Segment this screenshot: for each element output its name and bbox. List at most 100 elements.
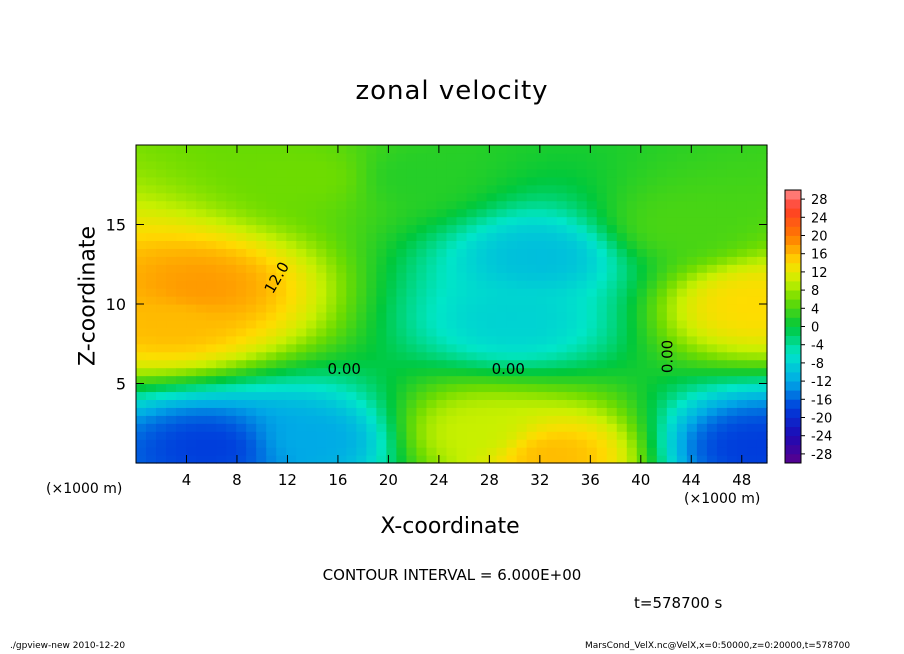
heatmap-cell — [156, 184, 167, 194]
time-label: t=578700 s — [634, 594, 723, 612]
heatmap-cell — [426, 280, 438, 289]
heatmap-cell — [526, 439, 538, 448]
heatmap-cell — [456, 407, 468, 416]
heatmap-cell — [426, 232, 438, 241]
heatmap-cell — [406, 200, 418, 210]
heatmap-cell — [196, 152, 207, 162]
heatmap-cell — [236, 176, 247, 186]
heatmap-cell — [426, 399, 438, 408]
heatmap-cell — [406, 423, 418, 432]
heatmap-cell — [456, 280, 468, 289]
heatmap-cell — [256, 383, 267, 393]
heatmap-cell — [536, 335, 548, 345]
heatmap-cell — [336, 288, 347, 297]
heatmap-cell — [536, 304, 548, 313]
heatmap-cell — [606, 431, 618, 440]
heatmap-cell — [646, 351, 658, 361]
heatmap-cell — [726, 439, 738, 448]
heatmap-cell — [736, 200, 748, 210]
heatmap-cell — [686, 200, 698, 210]
heatmap-cell — [556, 152, 568, 162]
heatmap-cell — [536, 447, 548, 456]
heatmap-cell — [186, 415, 197, 424]
heatmap-cell — [756, 208, 768, 218]
heatmap-cell — [136, 447, 147, 456]
heatmap-cell — [506, 256, 518, 265]
heatmap-cell — [396, 168, 408, 178]
heatmap-cell — [526, 359, 538, 369]
heatmap-cell — [736, 383, 748, 393]
heatmap-cell — [506, 407, 518, 416]
heatmap-cell — [316, 224, 327, 234]
heatmap-cell — [496, 335, 508, 345]
heatmap-cell — [466, 423, 478, 432]
heatmap-cell — [446, 176, 458, 186]
heatmap-cell — [696, 455, 708, 464]
heatmap-cell — [226, 343, 237, 353]
heatmap-cell — [676, 431, 688, 440]
heatmap-cell — [686, 224, 698, 234]
heatmap-cell — [706, 455, 718, 464]
heatmap-cell — [556, 439, 568, 448]
heatmap-cell — [486, 407, 498, 416]
heatmap-cell — [726, 168, 738, 178]
heatmap-cell — [326, 240, 337, 249]
heatmap-cell — [506, 423, 518, 432]
heatmap-cell — [356, 272, 367, 281]
heatmap-cell — [496, 256, 508, 265]
heatmap-cell — [206, 184, 217, 194]
heatmap-cell — [446, 152, 458, 162]
heatmap-cell — [516, 407, 528, 416]
heatmap-cell — [426, 439, 438, 448]
heatmap-cell — [646, 216, 658, 226]
heatmap-cell — [346, 216, 357, 226]
heatmap-cell — [286, 168, 297, 178]
heatmap-cell — [646, 359, 658, 369]
heatmap-cell — [136, 232, 147, 241]
heatmap-cell — [316, 192, 327, 202]
heatmap-cell — [346, 288, 357, 297]
heatmap-cell — [156, 288, 167, 297]
heatmap-cell — [706, 224, 718, 234]
heatmap-cell — [426, 152, 438, 162]
heatmap-cell — [486, 224, 498, 234]
heatmap-cell — [416, 304, 428, 313]
heatmap-cell — [596, 415, 608, 424]
heatmap-cell — [616, 272, 628, 281]
y-tick-label: 15 — [106, 216, 126, 235]
heatmap-cell — [416, 343, 428, 353]
heatmap-cell — [226, 176, 237, 186]
heatmap-cell — [306, 359, 317, 369]
heatmap-cell — [546, 343, 558, 353]
heatmap-cell — [526, 224, 538, 234]
heatmap-cell — [376, 200, 387, 210]
heatmap-cell — [456, 256, 468, 265]
x-tick-label: 16 — [328, 471, 347, 489]
heatmap-cell — [706, 383, 718, 393]
heatmap-cell — [656, 399, 668, 408]
heatmap-cell — [296, 264, 307, 273]
heatmap-cell — [656, 359, 668, 369]
heatmap-cell — [456, 200, 468, 210]
heatmap-cell — [146, 200, 157, 210]
heatmap-cell — [326, 184, 337, 194]
heatmap-cell — [626, 208, 638, 218]
heatmap-cell — [536, 296, 548, 305]
heatmap-cell — [186, 264, 197, 273]
heatmap-cell — [406, 176, 418, 186]
heatmap-cell — [726, 296, 738, 305]
heatmap-cell — [306, 391, 317, 400]
heatmap-cell — [526, 335, 538, 345]
heatmap-cell — [426, 304, 438, 313]
heatmap-cell — [426, 327, 438, 337]
heatmap-cell — [696, 343, 708, 353]
heatmap-cell — [286, 216, 297, 226]
heatmap-cell — [716, 160, 728, 170]
heatmap-cell — [346, 192, 357, 202]
heatmap-cell — [476, 168, 488, 178]
heatmap-cell — [376, 264, 387, 273]
heatmap-cell — [306, 224, 317, 234]
heatmap-cell — [246, 216, 257, 226]
heatmap-cell — [676, 359, 688, 369]
heatmap-cell — [656, 351, 668, 361]
